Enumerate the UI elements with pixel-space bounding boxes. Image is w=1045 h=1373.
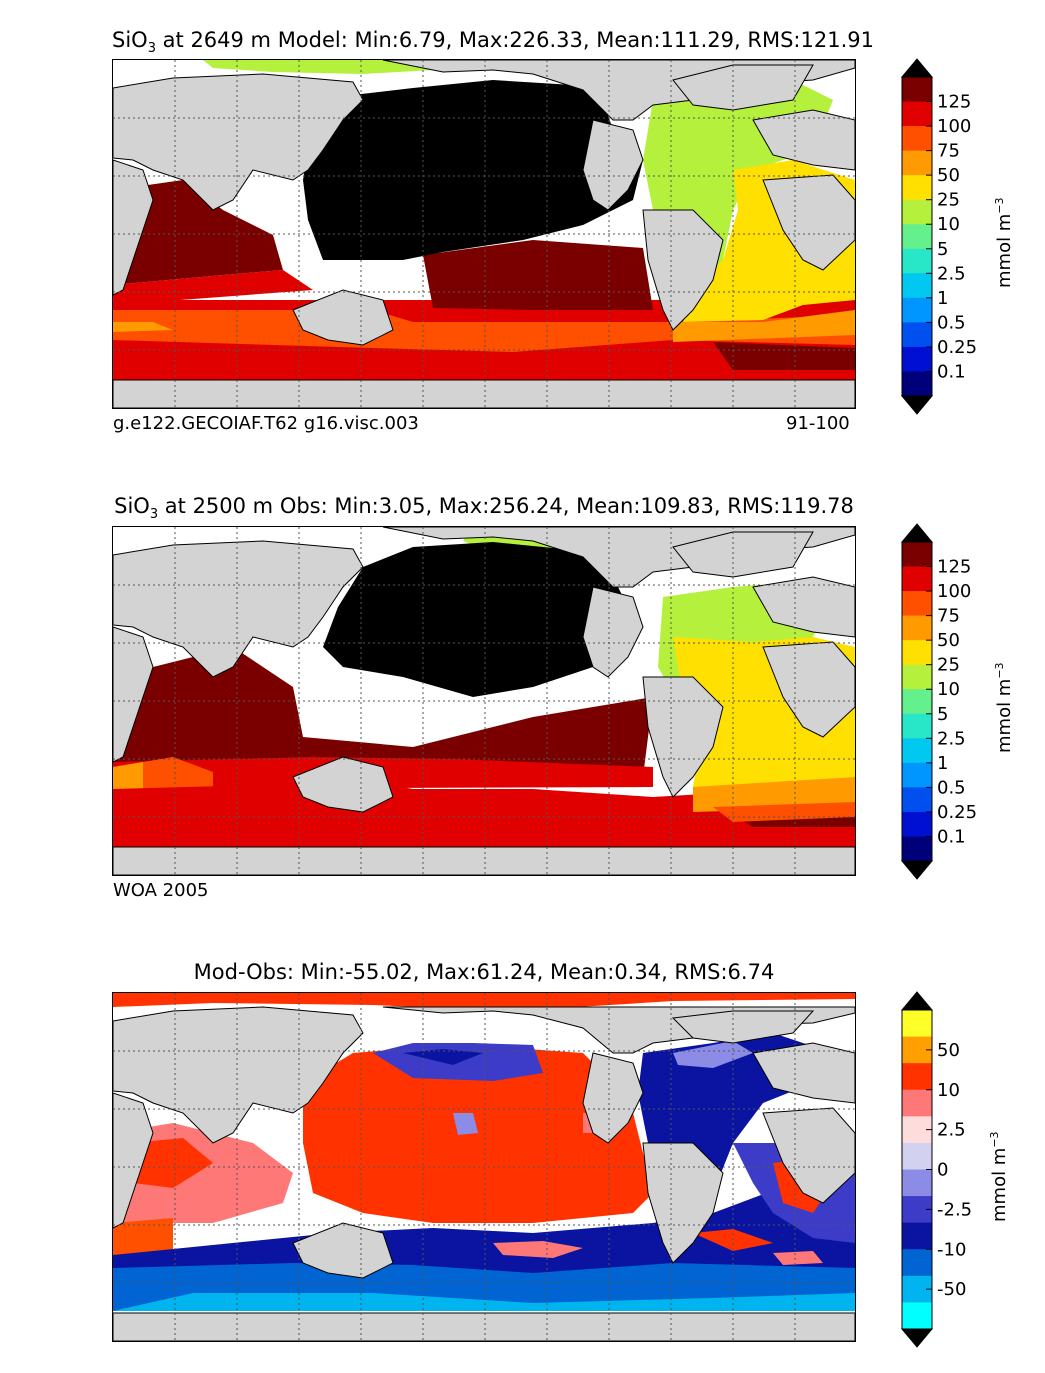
- diff-colorbar-tick-label: 0: [937, 1160, 948, 1181]
- diff-colorbar-tick-label: 2.5: [937, 1120, 966, 1141]
- model-colorbar-swatch: [902, 371, 932, 397]
- diff-colorbar-tick-label: -10: [937, 1239, 966, 1260]
- model-colorbar-tick-label: 0.5: [937, 312, 966, 333]
- model-years-label: 91-100: [786, 413, 850, 434]
- model-colorbar-tick-label: 5: [937, 239, 948, 260]
- model-colorbar-frame: [901, 76, 933, 397]
- obs-colorbar-swatch: [902, 689, 932, 715]
- obs-colorbar-tick-label: 1: [937, 753, 948, 774]
- obs-colorbar-tick-label: 2.5: [937, 728, 966, 749]
- diff-colorbar-swatch: [902, 1089, 932, 1117]
- panel-model-title: SiO3 at 2649 m Model: Min:6.79, Max:226.…: [112, 28, 874, 57]
- diff-colorbar-swatch: [902, 1222, 932, 1250]
- obs-colorbar-swatch: [902, 640, 932, 666]
- diff-colorbar-tick-label: 10: [937, 1080, 960, 1101]
- diff-colorbar-arrow-top: [900, 991, 934, 1011]
- diff-colorbar-swatch: [902, 1063, 932, 1091]
- model-colorbar-tick-label: 0.25: [937, 337, 977, 358]
- diff-colorbar-tick-label: -2.5: [937, 1199, 972, 1220]
- obs-colorbar: 125 100 75 50 25 10 5 2.5 1 0.5 0.25 0.1: [900, 523, 977, 880]
- model-map: [112, 59, 856, 409]
- diff-colorbar-tick-label: -50: [937, 1279, 966, 1300]
- panel-obs-title: SiO3 at 2500 m Obs: Min:3.05, Max:256.24…: [114, 494, 854, 523]
- model-colorbar-tick-label: 10: [937, 214, 960, 235]
- obs-colorbar-frame: [901, 541, 933, 862]
- obs-colorbar-tick-label: 100: [937, 581, 971, 602]
- panel-model: SiO3 at 2649 m Model: Min:6.79, Max:226.…: [0, 0, 1045, 450]
- model-colorbar-tick-label: 100: [937, 116, 971, 137]
- obs-colorbar-swatch: [902, 566, 932, 592]
- model-case-label: g.e122.GECOIAF.T62 g16.visc.003: [113, 413, 419, 434]
- diff-colorbar-swatch: [902, 1142, 932, 1170]
- model-colorbar-swatch: [902, 77, 932, 103]
- diff-colorbar-swatch: [902, 1249, 932, 1277]
- obs-colorbar-swatch: [902, 713, 932, 739]
- obs-colorbar-swatch: [902, 738, 932, 764]
- obs-colorbar-swatch: [902, 787, 932, 813]
- obs-colorbar-swatch: [902, 664, 932, 690]
- model-colorbar-swatch: [902, 346, 932, 372]
- diff-colorbar-svg: 50 10 2.5 0 -2.5 -10 -50: [900, 991, 972, 1348]
- obs-colorbar-tick-label: 25: [937, 655, 960, 676]
- model-colorbar: 125 100 75 50 25 10 5 2.5 1 0.5 0.25 0.1: [900, 58, 977, 415]
- diff-colorbar-swatch: [902, 1302, 932, 1330]
- model-colorbar-swatch: [902, 322, 932, 348]
- obs-colorbar-tick-label: 0.1: [937, 826, 966, 847]
- diff-colorbar-unit: mmol m−3: [988, 1131, 1010, 1222]
- model-colorbar-tick-label: 75: [937, 141, 960, 162]
- diff-colorbar-swatch: [902, 1169, 932, 1197]
- diff-colorbar-tick-label: 50: [937, 1040, 960, 1061]
- obs-colorbar-tick-label: 0.5: [937, 777, 966, 798]
- model-colorbar-swatch: [902, 150, 932, 176]
- model-colorbar-swatch: [902, 175, 932, 201]
- model-colorbar-tick-label: 125: [937, 92, 971, 113]
- model-colorbar-tick-label: 25: [937, 190, 960, 211]
- obs-colorbar-tick-label: 10: [937, 679, 960, 700]
- model-colorbar-swatch: [902, 126, 932, 152]
- obs-map: [112, 526, 856, 876]
- model-colorbar-tick-label: 2.5: [937, 263, 966, 284]
- obs-colorbar-tick-label: 0.25: [937, 802, 977, 823]
- obs-colorbar-swatch: [902, 811, 932, 837]
- model-colorbar-swatch: [902, 224, 932, 250]
- model-colorbar-tick-label: 0.1: [937, 361, 966, 382]
- obs-colorbar-swatch: [902, 762, 932, 788]
- model-colorbar-svg: 125 100 75 50 25 10 5 2.5 1 0.5 0.25 0.1: [900, 58, 977, 415]
- diff-colorbar-swatch: [902, 1010, 932, 1038]
- obs-source-label: WOA 2005: [113, 880, 209, 901]
- obs-colorbar-tick-label: 50: [937, 630, 960, 651]
- diff-colorbar-arrow-bottom: [900, 1328, 934, 1348]
- model-colorbar-tick-label: 50: [937, 165, 960, 186]
- obs-colorbar-swatch: [902, 591, 932, 617]
- obs-colorbar-swatch: [902, 542, 932, 568]
- obs-colorbar-tick-label: 125: [937, 557, 971, 578]
- panel-obs: SiO3 at 2500 m Obs: Min:3.05, Max:256.24…: [112, 494, 1015, 901]
- model-colorbar-swatch: [902, 101, 932, 127]
- obs-colorbar-tick-label: 5: [937, 704, 948, 725]
- model-colorbar-swatch: [902, 297, 932, 323]
- diff-colorbar: 50 10 2.5 0 -2.5 -10 -50: [900, 991, 972, 1348]
- obs-colorbar-tick-label: 75: [937, 606, 960, 627]
- model-colorbar-swatch: [902, 248, 932, 274]
- obs-colorbar-svg: 125 100 75 50 25 10 5 2.5 1 0.5 0.25 0.1: [900, 523, 977, 880]
- diff-map: [112, 992, 856, 1342]
- obs-colorbar-swatch: [902, 615, 932, 641]
- panel-diff-title: Mod-Obs: Min:-55.02, Max:61.24, Mean:0.3…: [193, 960, 775, 984]
- model-colorbar-tick-label: 1: [937, 288, 948, 309]
- model-colorbar-swatch: [902, 273, 932, 299]
- obs-colorbar-swatch: [902, 836, 932, 862]
- model-colorbar-swatch: [902, 199, 932, 225]
